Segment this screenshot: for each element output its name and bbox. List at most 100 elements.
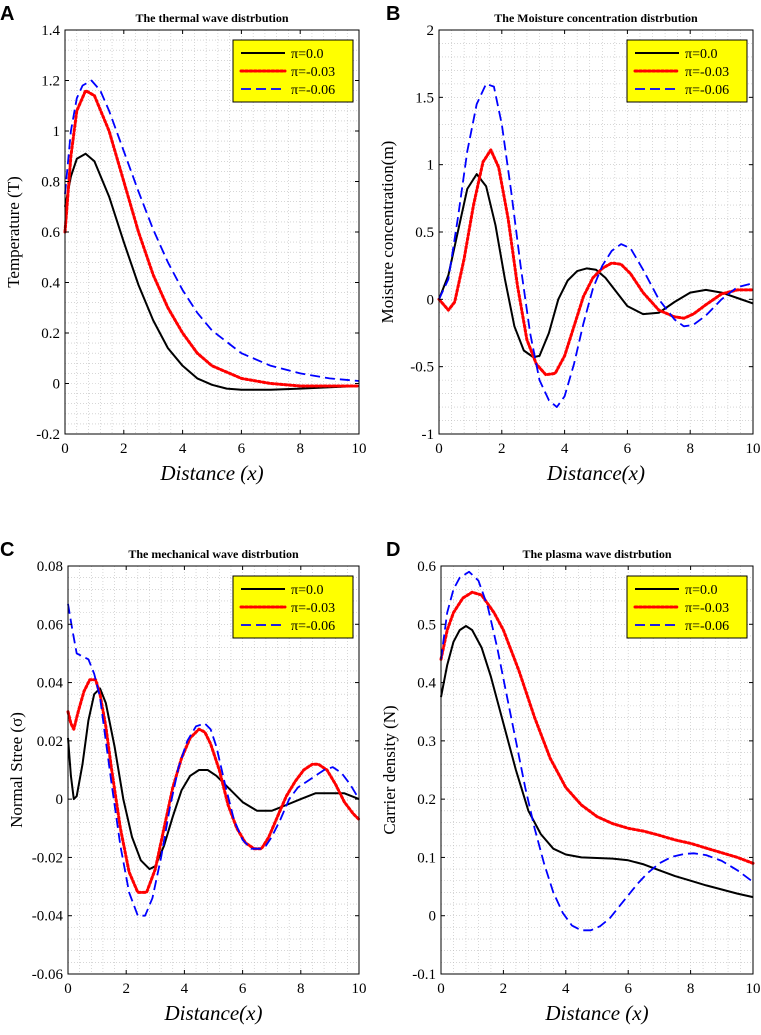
legend: π=0.0 π=-0.03 π=-0.06 (232, 39, 354, 103)
panel-c: 0 2 4 6 8 10 -0.06 -0.04 -0.02 0 0.02 0.04 0.06 0.08 T… (0, 539, 367, 1025)
y-tick-label: 0.1 (417, 850, 436, 866)
x-tick-label: 0 (435, 441, 443, 457)
y-tick-label: -0.06 (32, 967, 64, 983)
y-tick-label: 0.6 (41, 225, 60, 241)
legend: π=0.0 π=-0.03 π=-0.06 (626, 575, 748, 639)
chart-title: The Moisture concentration distrbution (494, 11, 698, 25)
x-tick-label: 10 (746, 981, 761, 997)
legend-label: π=0.0 (685, 583, 717, 598)
axes-box (67, 565, 360, 975)
x-tick-label: 2 (500, 981, 508, 997)
y-tick-label: 0.4 (41, 276, 60, 292)
y-axis-label: Carrier density (N) (380, 705, 399, 834)
y-tick-label: 0.4 (417, 676, 436, 692)
chart-title: The mechanical wave distrbution (128, 547, 299, 561)
y-tick-label: 1 (53, 124, 61, 140)
x-tick-label: 6 (239, 981, 247, 997)
y-tick-label: 0 (427, 292, 435, 308)
chart-title: The plasma wave distrbution (522, 547, 671, 561)
y-axis-label: Normal Stree (σ) (7, 712, 26, 828)
legend-label: π=0.0 (685, 47, 717, 62)
x-tick-label: 8 (297, 981, 305, 997)
legend-label: π=-0.03 (291, 65, 335, 80)
x-axis-label: Distance(x) (546, 461, 645, 485)
y-tick-label: -0.02 (32, 850, 63, 866)
series-line-1 (439, 590, 755, 865)
panel-letter: D (386, 539, 400, 561)
y-tick-label: 1.4 (41, 23, 60, 39)
x-tick-label: 4 (179, 441, 187, 457)
x-tick-label: 10 (746, 441, 761, 457)
y-tick-label: 0.2 (417, 792, 436, 808)
y-axis-label: Temperature (T) (4, 176, 23, 288)
x-tick-label: 8 (686, 441, 694, 457)
y-tick-label: 0 (56, 792, 64, 808)
x-tick-label: 0 (64, 981, 72, 997)
y-axis-label: Moisture concentration(m) (378, 141, 397, 324)
y-tick-label: 1 (427, 158, 435, 174)
grid (68, 566, 359, 974)
legend-label: π=-0.06 (685, 83, 729, 98)
y-tick-label: 0.08 (37, 559, 63, 575)
x-tick-label: 10 (352, 981, 367, 997)
x-tick-label: 2 (120, 441, 128, 457)
y-tick-label: 0 (53, 377, 61, 393)
x-tick-label: 6 (238, 441, 246, 457)
x-tick-label: 4 (181, 981, 189, 997)
x-tick-label: 10 (352, 441, 367, 457)
legend: π=0.0 π=-0.03 π=-0.06 (232, 575, 354, 639)
series-line-0 (438, 173, 754, 359)
x-tick-label: 4 (562, 981, 570, 997)
x-tick-label: 8 (687, 981, 695, 997)
legend-label: π=-0.06 (291, 83, 335, 98)
y-tick-label: 0.2 (41, 326, 60, 342)
series-line-1 (63, 89, 361, 388)
y-tick-label: 0.8 (41, 175, 60, 191)
axes-box (440, 565, 754, 975)
x-tick-label: 6 (624, 441, 632, 457)
y-tick-label: 0.06 (37, 617, 64, 633)
series-line-0 (64, 152, 360, 391)
x-axis-label: Distance (x) (544, 1001, 648, 1025)
panel-b: 0 2 4 6 8 10 -1 -0.5 0 0.5 1 1.5 2 The Moisture conce… (378, 3, 761, 485)
y-tick-label: -0.1 (412, 967, 436, 983)
series-line-1 (437, 148, 755, 377)
legend-label: π=-0.03 (291, 601, 335, 616)
panel-letter: C (0, 539, 14, 561)
legend-label: π=0.0 (291, 47, 323, 62)
y-tick-label: 0.04 (37, 676, 64, 692)
y-tick-label: 2 (427, 23, 435, 39)
y-tick-label: 1.2 (41, 74, 60, 90)
y-tick-label: -0.2 (36, 427, 60, 443)
legend-label: π=0.0 (291, 583, 323, 598)
y-tick-label: 0.5 (415, 225, 434, 241)
y-tick-label: 0.5 (417, 617, 436, 633)
legend-label: π=-0.06 (291, 619, 335, 634)
x-axis-label: Distance (x) (159, 461, 263, 485)
series-line-2 (440, 570, 754, 932)
y-tick-label: 0.02 (37, 734, 63, 750)
x-tick-label: 2 (498, 441, 506, 457)
legend: π=0.0 π=-0.03 π=-0.06 (626, 39, 748, 103)
series-line-0 (440, 625, 754, 899)
legend-label: π=-0.03 (685, 601, 729, 616)
x-tick-label: 0 (61, 441, 69, 457)
y-tick-label: -0.5 (410, 360, 434, 376)
y-tick-label: 0 (429, 909, 437, 925)
series-line-2 (438, 83, 754, 408)
x-tick-label: 4 (561, 441, 569, 457)
y-tick-label: 0.3 (417, 734, 436, 750)
x-tick-label: 2 (122, 981, 130, 997)
panel-letter: A (0, 3, 14, 25)
chart-title: The thermal wave distrbution (136, 11, 289, 25)
y-tick-label: -0.04 (32, 909, 64, 925)
x-tick-label: 0 (437, 981, 445, 997)
grid (441, 566, 753, 974)
x-tick-label: 6 (624, 981, 632, 997)
legend-label: π=-0.03 (685, 65, 729, 80)
y-tick-label: 0.6 (417, 559, 436, 575)
